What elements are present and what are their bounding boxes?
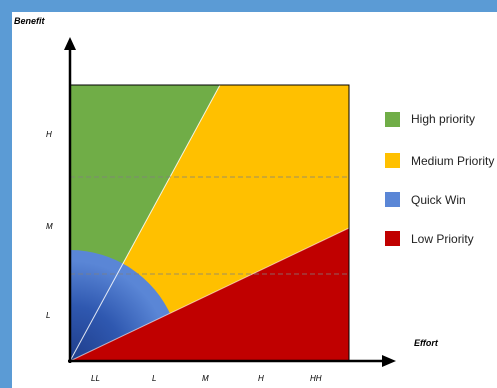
legend-swatch-quick-win xyxy=(385,192,400,207)
y-axis-arrowhead xyxy=(64,37,76,50)
high-medium-boundary xyxy=(69,84,221,362)
legend: High priority Medium Priority Quick Win … xyxy=(385,112,494,246)
y-level-h: H xyxy=(46,130,52,139)
medium-low-boundary xyxy=(69,227,350,362)
legend-label-low: Low Priority xyxy=(411,232,474,246)
quick-win-region xyxy=(70,250,172,361)
x-level-h: H xyxy=(258,374,264,383)
legend-label-high: High priority xyxy=(411,112,475,126)
x-axis-arrowhead xyxy=(382,355,396,367)
x-level-ll: LL xyxy=(91,374,100,383)
x-level-l: L xyxy=(152,374,156,383)
y-axis-title: Benefit xyxy=(14,16,46,26)
matrix-regions xyxy=(69,84,350,362)
legend-label-medium: Medium Priority xyxy=(411,154,494,168)
priority-matrix-diagram: Benefit H M L LL xyxy=(14,16,494,383)
legend-swatch-low xyxy=(385,231,400,246)
y-level-m: M xyxy=(46,222,53,231)
y-level-l: L xyxy=(46,311,50,320)
legend-swatch-medium xyxy=(385,153,400,168)
x-level-hh: HH xyxy=(310,374,322,383)
x-axis-title: Effort xyxy=(414,338,439,348)
x-level-m: M xyxy=(202,374,209,383)
legend-label-quick-win: Quick Win xyxy=(411,193,466,207)
diagram-canvas: Benefit H M L LL xyxy=(12,12,497,388)
legend-swatch-high xyxy=(385,112,400,127)
